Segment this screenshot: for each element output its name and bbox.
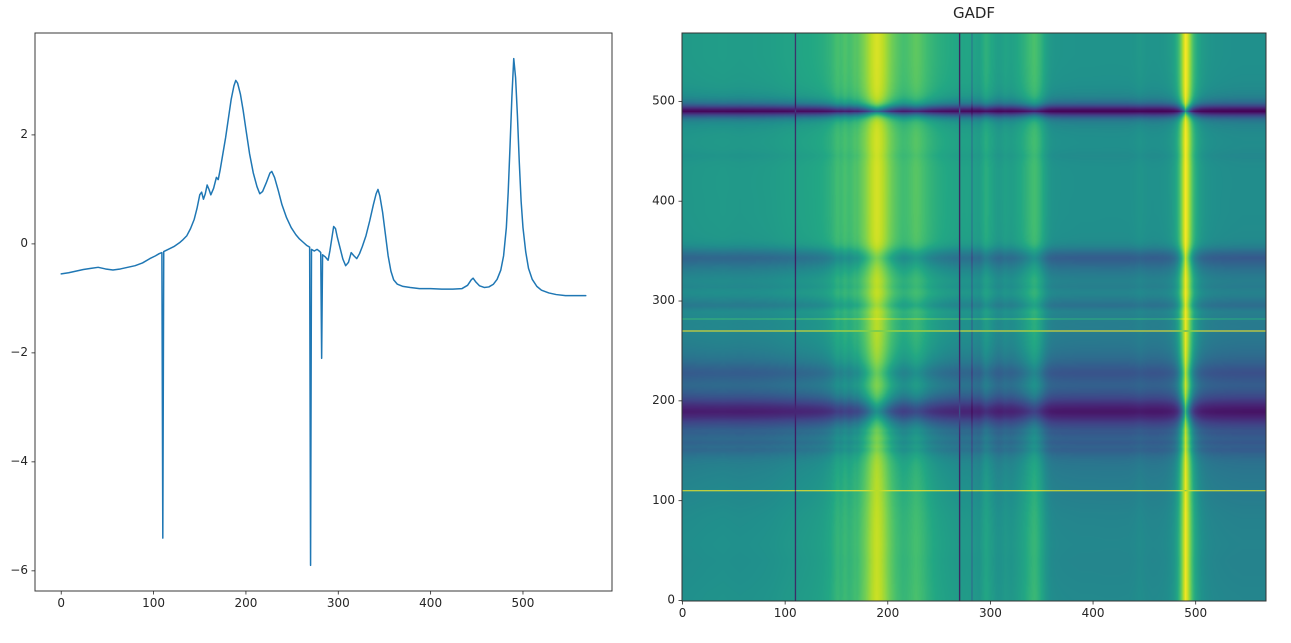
line-plot-canvas <box>0 0 650 643</box>
heatmap-title: GADF <box>952 4 996 22</box>
gadf-heatmap-canvas <box>650 0 1291 643</box>
